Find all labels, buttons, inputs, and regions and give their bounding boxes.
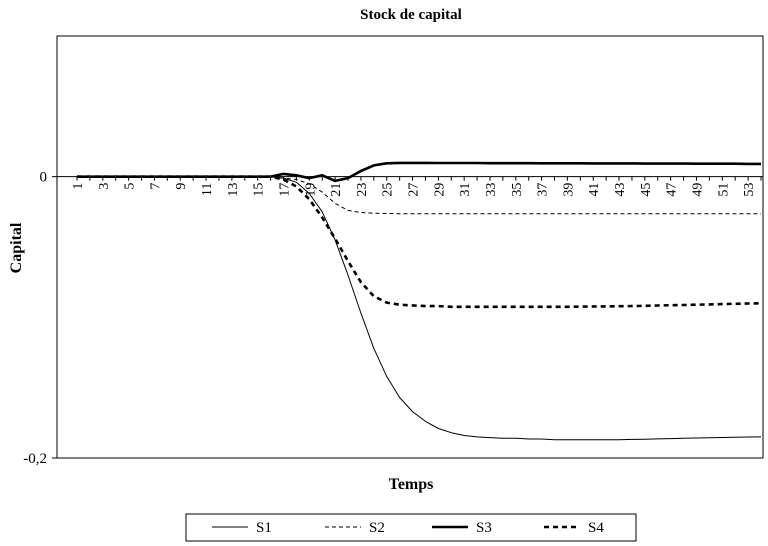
x-tick-label: 19 [303,183,318,197]
x-tick-label: 45 [639,183,654,197]
legend-label-s3: S3 [476,520,492,536]
x-tick-label: 27 [407,183,422,197]
legend: S1 S2 S3 S4 [212,520,604,536]
x-tick-label: 53 [742,183,757,197]
x-tick-label: 17 [277,183,292,197]
series-lines [77,161,762,441]
x-tick-label: 47 [665,183,680,197]
x-tick-label: 39 [561,183,576,197]
y-tick-label: -0,2 [23,451,47,467]
x-tick-label: 11 [200,183,215,196]
x-tick-label: 7 [148,183,163,190]
x-tick-label: 31 [458,183,473,197]
x-tick-label: 49 [690,183,705,197]
x-tick-label: 5 [123,183,138,190]
x-axis-ticks: 1 3 5 7 9 11 13 15 17 19 21 23 25 27 29 31 33 35 37 39 41 43 4… [71,176,762,197]
legend-label-s2: S2 [369,520,385,536]
x-tick-label: 25 [381,183,396,197]
x-tick-label: 3 [97,183,112,190]
x-tick-label: 51 [716,183,731,197]
x-axis-label: Temps [389,476,434,493]
y-tick-label: 0 [40,170,48,186]
y-axis-ticks: 0 -0,2 [23,170,57,467]
x-tick-label: 21 [329,183,344,197]
x-tick-label: 35 [510,183,525,197]
x-tick-label: 43 [613,183,628,197]
chart-title: Stock de capital [360,7,462,23]
series-line-s1 [77,176,762,441]
x-tick-label: 33 [484,183,499,197]
x-tick-label: 13 [226,183,241,197]
x-tick-label: 15 [252,183,267,197]
x-tick-label: 41 [587,183,602,197]
x-tick-label: 9 [174,183,189,190]
x-tick-label: 23 [355,183,370,197]
y-axis-label: Capital [8,222,25,273]
series-line-s4 [77,175,762,309]
legend-label-s4: S4 [588,520,604,536]
x-tick-label: 29 [432,183,447,197]
legend-box [185,513,637,542]
series-line-s3 [77,161,761,183]
x-tick-label: 1 [71,183,86,190]
legend-label-s1: S1 [256,520,272,536]
plot-frame [56,35,764,459]
x-tick-label: 37 [536,183,551,197]
